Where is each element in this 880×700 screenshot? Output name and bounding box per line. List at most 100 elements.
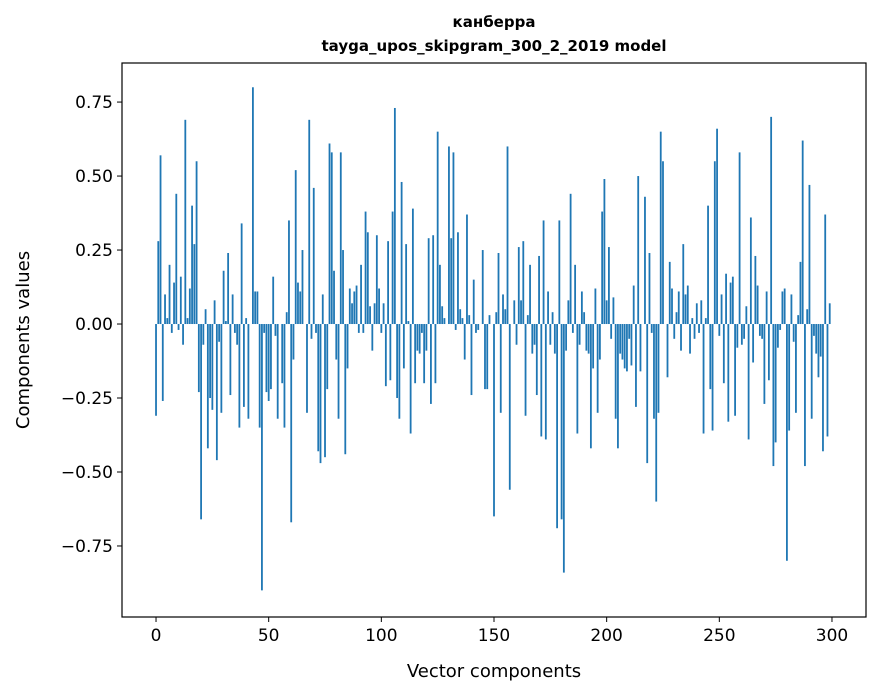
bar-267 <box>756 285 759 325</box>
bar-40 <box>245 318 248 325</box>
bar-64 <box>299 291 302 325</box>
bar-168 <box>533 324 536 345</box>
bar-261 <box>743 324 746 339</box>
bar-28 <box>218 324 221 342</box>
bar-90 <box>357 324 360 333</box>
bar-272 <box>767 324 770 381</box>
bar-238 <box>691 318 694 325</box>
bar-139 <box>468 315 471 325</box>
bar-151 <box>495 312 498 325</box>
bar-74 <box>321 294 324 325</box>
bar-101 <box>382 303 385 325</box>
bar-235 <box>684 294 687 325</box>
bar-181 <box>562 324 565 573</box>
bar-156 <box>506 146 509 325</box>
bar-45 <box>256 291 259 325</box>
bar-17 <box>193 244 196 325</box>
bar-23 <box>206 324 209 449</box>
bar-86 <box>348 288 351 325</box>
bar-155 <box>504 309 507 325</box>
bar-61 <box>292 324 295 360</box>
bar-24 <box>209 324 212 399</box>
bar-252 <box>722 324 725 384</box>
bar-69 <box>310 324 313 339</box>
bar-32 <box>227 252 230 325</box>
bar-102 <box>384 324 387 387</box>
bar-196 <box>596 324 599 413</box>
bar-185 <box>571 324 574 333</box>
bar-140 <box>470 324 473 396</box>
bar-206 <box>619 324 622 354</box>
bar-193 <box>589 324 592 449</box>
bar-254 <box>727 324 730 422</box>
bar-201 <box>608 247 610 325</box>
bar-233 <box>680 324 682 351</box>
bar-250 <box>718 324 721 336</box>
bar-186 <box>574 264 577 325</box>
bar-176 <box>551 312 554 325</box>
bar-245 <box>707 205 709 325</box>
bar-209 <box>626 324 628 372</box>
bar-214 <box>637 176 640 325</box>
bar-113 <box>409 324 412 434</box>
bar-81 <box>337 324 340 419</box>
bar-154 <box>502 294 504 325</box>
bar-236 <box>686 285 689 325</box>
bar-107 <box>396 324 399 399</box>
bar-3 <box>161 324 164 401</box>
bar-150 <box>493 324 495 517</box>
bar-56 <box>281 324 284 384</box>
bar-132 <box>452 152 455 325</box>
bar-2 <box>159 155 162 325</box>
bar-84 <box>344 324 347 455</box>
bar-173 <box>544 324 547 440</box>
bar-276 <box>776 324 779 348</box>
bar-172 <box>542 220 545 325</box>
bar-89 <box>355 285 358 325</box>
bar-152 <box>497 252 500 325</box>
bar-26 <box>213 300 216 325</box>
bar-38 <box>240 223 243 325</box>
bar-141 <box>472 279 475 325</box>
bar-229 <box>671 288 673 325</box>
bar-265 <box>752 324 755 363</box>
bar-44 <box>254 291 257 325</box>
bar-12 <box>182 324 184 345</box>
bar-220 <box>650 324 653 333</box>
bar-134 <box>457 232 459 325</box>
bar-47 <box>261 324 263 591</box>
bar-77 <box>328 143 331 325</box>
bar-157 <box>508 324 511 490</box>
bar-273 <box>770 116 773 325</box>
bar-109 <box>400 181 403 325</box>
bar-279 <box>783 288 786 325</box>
x-axis-label: Vector components <box>407 661 581 682</box>
bar-231 <box>675 312 678 325</box>
bar-248 <box>713 161 716 325</box>
bar-268 <box>758 324 761 336</box>
bar-191 <box>585 324 588 351</box>
bar-54 <box>276 324 279 419</box>
bar-192 <box>587 324 590 354</box>
bar-104 <box>389 324 392 381</box>
bar-16 <box>191 205 193 325</box>
bar-299 <box>828 303 831 325</box>
bar-43 <box>252 87 254 325</box>
bar-67 <box>306 324 308 413</box>
bar-114 <box>411 208 414 325</box>
bar-98 <box>375 235 378 325</box>
bar-286 <box>799 261 802 325</box>
bar-94 <box>366 232 369 325</box>
bar-240 <box>695 303 698 325</box>
bar-257 <box>734 324 736 416</box>
bar-228 <box>668 261 671 325</box>
x-axis: 0 50 100 150 200 250 300 <box>151 617 848 646</box>
bar-295 <box>819 324 822 357</box>
bar-112 <box>407 321 410 325</box>
bar-35 <box>233 324 236 333</box>
bar-288 <box>804 324 806 467</box>
bar-274 <box>772 324 775 467</box>
bar-287 <box>801 140 804 325</box>
bar-291 <box>810 324 813 419</box>
